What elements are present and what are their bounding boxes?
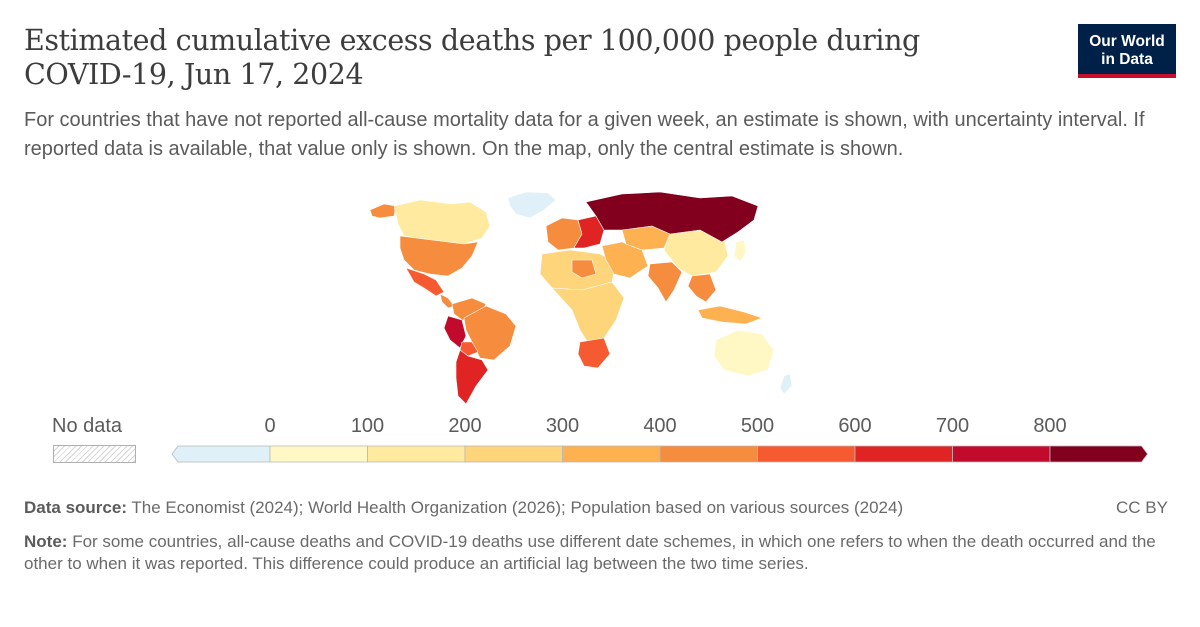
- region-subsaharan-africa[interactable]: [551, 281, 625, 347]
- legend-tick-700: 700: [935, 415, 970, 437]
- region-alaska[interactable]: [369, 203, 397, 219]
- legend-tick-0: 0: [264, 415, 276, 437]
- legend-tick-800: 800: [1033, 415, 1067, 437]
- region-argentina-chile[interactable]: [455, 349, 489, 405]
- region-southeast-asia[interactable]: [687, 273, 717, 303]
- region-greenland[interactable]: [507, 191, 557, 219]
- note: Note: For some countries, all-cause deat…: [24, 531, 1164, 575]
- legend-tick-600: 600: [838, 415, 872, 437]
- region-india[interactable]: [647, 261, 683, 303]
- region-united-states[interactable]: [399, 235, 479, 277]
- source-text: The Economist (2024); World Health Organ…: [131, 498, 904, 517]
- legend-bin-1[interactable]: [269, 445, 368, 463]
- legend-tick-300: 300: [545, 415, 580, 437]
- region-japan[interactable]: [733, 239, 747, 263]
- legend-tick-200: 200: [448, 415, 482, 437]
- legend-bar: [171, 445, 1148, 463]
- region-indonesia[interactable]: [697, 305, 763, 325]
- license-link[interactable]: CC BY: [1116, 498, 1168, 517]
- data-source: Data source: The Economist (2024); World…: [24, 497, 1084, 519]
- region-canada[interactable]: [393, 199, 491, 245]
- region-brazil[interactable]: [463, 305, 517, 361]
- legend-bin-4[interactable]: [562, 445, 661, 463]
- legend-tick-100: 100: [350, 415, 385, 437]
- no-data-label: No data: [52, 415, 123, 437]
- region-southern-africa[interactable]: [577, 337, 611, 369]
- legend-tick-500: 500: [740, 415, 775, 437]
- legend-tick-400: 400: [643, 415, 677, 437]
- note-text: For some countries, all-cause deaths and…: [24, 532, 1156, 573]
- logo-line-2: in Data: [1101, 51, 1153, 68]
- no-data-legend: No data: [52, 414, 136, 463]
- region-new-zealand[interactable]: [779, 373, 793, 395]
- chart-subtitle: For countries that have not reported all…: [24, 109, 1145, 160]
- no-data-swatch: [53, 445, 136, 463]
- region-central-america[interactable]: [439, 293, 455, 309]
- legend-bin-7[interactable]: [854, 445, 953, 463]
- region-peru[interactable]: [443, 315, 467, 349]
- legend-bin-8[interactable]: [952, 445, 1051, 463]
- legend-bin-9[interactable]: [1049, 445, 1148, 463]
- source-label: Data source:: [24, 498, 127, 517]
- logo-line-1: Our World: [1089, 33, 1165, 50]
- chart-title: Estimated cumulative excess deaths per 1…: [24, 24, 920, 91]
- note-label: Note:: [24, 532, 68, 551]
- owid-logo[interactable]: Our World in Data: [1078, 24, 1176, 78]
- legend-bin-3[interactable]: [464, 445, 563, 463]
- world-map[interactable]: [360, 190, 800, 420]
- legend-bin-5[interactable]: [659, 445, 758, 463]
- legend-bin-6[interactable]: [757, 445, 856, 463]
- color-legend: 0 100 200 300 400 500 600 700 800: [170, 414, 1150, 474]
- legend-bin-2[interactable]: [367, 445, 466, 463]
- legend-bin-below-0[interactable]: [171, 445, 271, 463]
- region-middle-east[interactable]: [601, 241, 649, 279]
- region-russia[interactable]: [585, 191, 759, 243]
- region-bolivia[interactable]: [459, 341, 479, 357]
- region-australia[interactable]: [713, 329, 775, 377]
- region-libya[interactable]: [571, 259, 597, 279]
